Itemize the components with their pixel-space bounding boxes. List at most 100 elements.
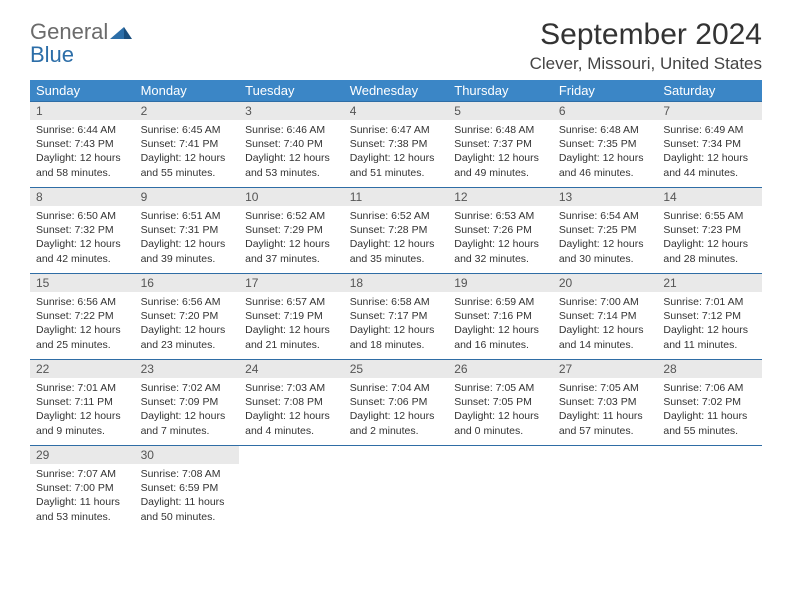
weekday-header: Wednesday bbox=[344, 80, 449, 102]
daylight-text-1: Daylight: 12 hours bbox=[559, 151, 652, 165]
sunset-text: Sunset: 7:00 PM bbox=[36, 481, 129, 495]
daylight-text-1: Daylight: 12 hours bbox=[36, 409, 129, 423]
daylight-text-1: Daylight: 12 hours bbox=[350, 409, 443, 423]
sunset-text: Sunset: 7:03 PM bbox=[559, 395, 652, 409]
page-title: September 2024 bbox=[530, 18, 762, 52]
daylight-text-2: and 53 minutes. bbox=[36, 510, 129, 524]
daylight-text-1: Daylight: 12 hours bbox=[141, 409, 234, 423]
daylight-text-1: Daylight: 12 hours bbox=[36, 151, 129, 165]
day-number: 21 bbox=[657, 274, 762, 292]
day-number: 4 bbox=[344, 102, 449, 120]
day-number: 27 bbox=[553, 360, 658, 378]
sunset-text: Sunset: 7:34 PM bbox=[663, 137, 756, 151]
daylight-text-2: and 2 minutes. bbox=[350, 424, 443, 438]
sunrise-text: Sunrise: 6:48 AM bbox=[454, 123, 547, 137]
calendar-table: Sunday Monday Tuesday Wednesday Thursday… bbox=[30, 80, 762, 532]
sunset-text: Sunset: 7:11 PM bbox=[36, 395, 129, 409]
daylight-text-1: Daylight: 12 hours bbox=[350, 237, 443, 251]
sunset-text: Sunset: 7:28 PM bbox=[350, 223, 443, 237]
weekday-header: Tuesday bbox=[239, 80, 344, 102]
logo-mark-icon bbox=[110, 19, 132, 44]
sunset-text: Sunset: 7:26 PM bbox=[454, 223, 547, 237]
sunset-text: Sunset: 7:23 PM bbox=[663, 223, 756, 237]
sunrise-text: Sunrise: 7:01 AM bbox=[36, 381, 129, 395]
day-cell: 24Sunrise: 7:03 AMSunset: 7:08 PMDayligh… bbox=[239, 360, 344, 446]
daylight-text-2: and 16 minutes. bbox=[454, 338, 547, 352]
day-body: Sunrise: 6:45 AMSunset: 7:41 PMDaylight:… bbox=[135, 120, 240, 186]
day-body: Sunrise: 6:49 AMSunset: 7:34 PMDaylight:… bbox=[657, 120, 762, 186]
day-cell: 27Sunrise: 7:05 AMSunset: 7:03 PMDayligh… bbox=[553, 360, 658, 446]
day-number: 18 bbox=[344, 274, 449, 292]
daylight-text-2: and 11 minutes. bbox=[663, 338, 756, 352]
day-body: Sunrise: 6:58 AMSunset: 7:17 PMDaylight:… bbox=[344, 292, 449, 358]
day-cell: 14Sunrise: 6:55 AMSunset: 7:23 PMDayligh… bbox=[657, 188, 762, 274]
sunrise-text: Sunrise: 6:50 AM bbox=[36, 209, 129, 223]
day-number: 15 bbox=[30, 274, 135, 292]
daylight-text-2: and 9 minutes. bbox=[36, 424, 129, 438]
day-body: Sunrise: 6:51 AMSunset: 7:31 PMDaylight:… bbox=[135, 206, 240, 272]
location-text: Clever, Missouri, United States bbox=[530, 54, 762, 74]
day-cell: 18Sunrise: 6:58 AMSunset: 7:17 PMDayligh… bbox=[344, 274, 449, 360]
daylight-text-2: and 32 minutes. bbox=[454, 252, 547, 266]
sunrise-text: Sunrise: 6:51 AM bbox=[141, 209, 234, 223]
sunset-text: Sunset: 7:19 PM bbox=[245, 309, 338, 323]
day-number: 1 bbox=[30, 102, 135, 120]
day-number: 24 bbox=[239, 360, 344, 378]
daylight-text-2: and 55 minutes. bbox=[663, 424, 756, 438]
day-cell: 28Sunrise: 7:06 AMSunset: 7:02 PMDayligh… bbox=[657, 360, 762, 446]
sunrise-text: Sunrise: 6:56 AM bbox=[36, 295, 129, 309]
sunrise-text: Sunrise: 6:59 AM bbox=[454, 295, 547, 309]
daylight-text-2: and 21 minutes. bbox=[245, 338, 338, 352]
day-cell: 30Sunrise: 7:08 AMSunset: 6:59 PMDayligh… bbox=[135, 446, 240, 532]
day-number: 22 bbox=[30, 360, 135, 378]
day-cell: 12Sunrise: 6:53 AMSunset: 7:26 PMDayligh… bbox=[448, 188, 553, 274]
daylight-text-1: Daylight: 12 hours bbox=[245, 323, 338, 337]
sunrise-text: Sunrise: 6:44 AM bbox=[36, 123, 129, 137]
sunset-text: Sunset: 7:29 PM bbox=[245, 223, 338, 237]
empty-cell bbox=[657, 446, 762, 532]
daylight-text-1: Daylight: 11 hours bbox=[559, 409, 652, 423]
day-body: Sunrise: 6:50 AMSunset: 7:32 PMDaylight:… bbox=[30, 206, 135, 272]
day-cell: 17Sunrise: 6:57 AMSunset: 7:19 PMDayligh… bbox=[239, 274, 344, 360]
daylight-text-1: Daylight: 12 hours bbox=[36, 323, 129, 337]
day-number: 3 bbox=[239, 102, 344, 120]
day-body: Sunrise: 7:03 AMSunset: 7:08 PMDaylight:… bbox=[239, 378, 344, 444]
day-cell: 23Sunrise: 7:02 AMSunset: 7:09 PMDayligh… bbox=[135, 360, 240, 446]
sunset-text: Sunset: 7:09 PM bbox=[141, 395, 234, 409]
daylight-text-1: Daylight: 12 hours bbox=[454, 237, 547, 251]
day-number: 28 bbox=[657, 360, 762, 378]
sunrise-text: Sunrise: 7:05 AM bbox=[454, 381, 547, 395]
daylight-text-2: and 58 minutes. bbox=[36, 166, 129, 180]
calendar-body: 1Sunrise: 6:44 AMSunset: 7:43 PMDaylight… bbox=[30, 102, 762, 532]
day-number: 9 bbox=[135, 188, 240, 206]
logo-text: General Blue bbox=[30, 20, 132, 66]
calendar-row: 8Sunrise: 6:50 AMSunset: 7:32 PMDaylight… bbox=[30, 188, 762, 274]
day-number: 19 bbox=[448, 274, 553, 292]
day-body: Sunrise: 6:57 AMSunset: 7:19 PMDaylight:… bbox=[239, 292, 344, 358]
day-number: 23 bbox=[135, 360, 240, 378]
day-cell: 21Sunrise: 7:01 AMSunset: 7:12 PMDayligh… bbox=[657, 274, 762, 360]
daylight-text-2: and 18 minutes. bbox=[350, 338, 443, 352]
day-cell: 5Sunrise: 6:48 AMSunset: 7:37 PMDaylight… bbox=[448, 102, 553, 188]
daylight-text-2: and 37 minutes. bbox=[245, 252, 338, 266]
daylight-text-2: and 55 minutes. bbox=[141, 166, 234, 180]
sunset-text: Sunset: 7:22 PM bbox=[36, 309, 129, 323]
daylight-text-2: and 39 minutes. bbox=[141, 252, 234, 266]
sunrise-text: Sunrise: 7:03 AM bbox=[245, 381, 338, 395]
calendar-row: 22Sunrise: 7:01 AMSunset: 7:11 PMDayligh… bbox=[30, 360, 762, 446]
day-number: 8 bbox=[30, 188, 135, 206]
daylight-text-1: Daylight: 12 hours bbox=[454, 409, 547, 423]
day-number: 7 bbox=[657, 102, 762, 120]
day-body: Sunrise: 6:56 AMSunset: 7:20 PMDaylight:… bbox=[135, 292, 240, 358]
day-cell: 9Sunrise: 6:51 AMSunset: 7:31 PMDaylight… bbox=[135, 188, 240, 274]
sunrise-text: Sunrise: 6:48 AM bbox=[559, 123, 652, 137]
sunset-text: Sunset: 7:06 PM bbox=[350, 395, 443, 409]
daylight-text-2: and 30 minutes. bbox=[559, 252, 652, 266]
calendar-row: 1Sunrise: 6:44 AMSunset: 7:43 PMDaylight… bbox=[30, 102, 762, 188]
day-number: 2 bbox=[135, 102, 240, 120]
page: General Blue September 2024 Clever, Miss… bbox=[0, 0, 792, 532]
daylight-text-2: and 23 minutes. bbox=[141, 338, 234, 352]
daylight-text-2: and 25 minutes. bbox=[36, 338, 129, 352]
weekday-header: Thursday bbox=[448, 80, 553, 102]
weekday-header: Sunday bbox=[30, 80, 135, 102]
